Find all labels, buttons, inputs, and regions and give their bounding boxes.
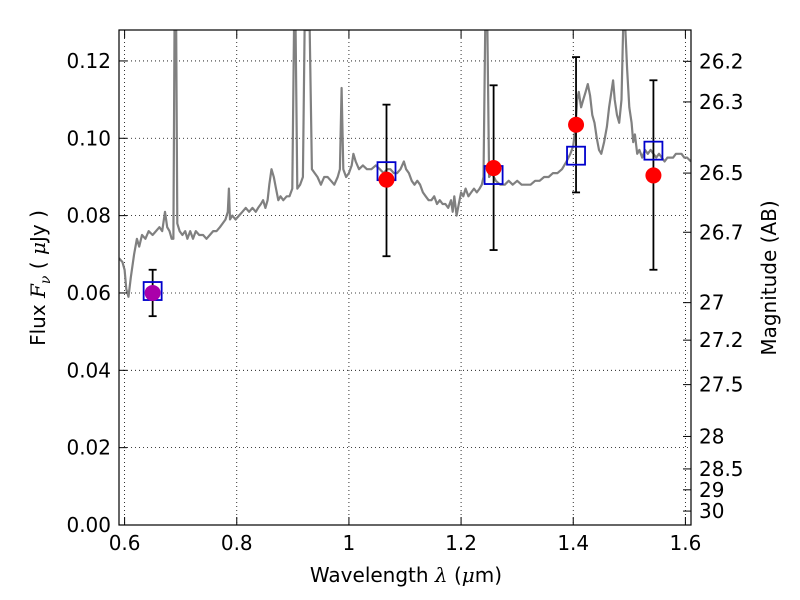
magnitude-tick-label: 26.5 xyxy=(699,161,744,185)
x-tick-label: 1.6 xyxy=(669,531,701,555)
photometry-points xyxy=(142,56,664,318)
magnitude-tick-label: 26.7 xyxy=(699,220,744,244)
magnitude-tick-label: 30 xyxy=(699,499,724,523)
magnitude-tick-label: 28.5 xyxy=(699,457,744,481)
spectrum-line xyxy=(119,30,691,298)
magnitude-tick-label: 27.5 xyxy=(699,373,744,397)
observed-photometry-point xyxy=(485,160,502,177)
x-tick-label: 0.6 xyxy=(109,531,141,555)
magnitude-tick-label: 29 xyxy=(699,478,724,502)
observed-photometry-point xyxy=(378,171,395,188)
magnitude-tick-label: 27.2 xyxy=(699,328,744,352)
y-tick-label: 0.02 xyxy=(66,436,111,460)
magnitude-tick-label: 26.3 xyxy=(699,90,744,114)
y-tick-label: 0.04 xyxy=(66,358,111,382)
model-photometry-square xyxy=(643,140,664,161)
model-spectrum xyxy=(119,30,691,298)
x-tick-label: 1 xyxy=(343,531,356,555)
magnitude-tick-label: 28 xyxy=(699,424,724,448)
x-tick-label: 1.2 xyxy=(445,531,477,555)
observed-photometry-point xyxy=(645,167,662,184)
y-tick-label: 0.00 xyxy=(66,513,111,537)
y-tick-label: 0.12 xyxy=(66,49,111,73)
plot-frame xyxy=(118,29,692,526)
observed-photometry-point xyxy=(568,116,585,133)
magnitude-tick-label: 26.2 xyxy=(699,49,744,73)
y-axis-label-right: Magnitude (AB) xyxy=(757,200,781,355)
observed-photometry-point xyxy=(144,284,161,301)
y-tick-label: 0.08 xyxy=(66,204,111,228)
x-tick-label: 0.8 xyxy=(221,531,253,555)
x-tick-label: 1.4 xyxy=(557,531,589,555)
y-tick-label: 0.10 xyxy=(66,126,111,150)
x-axis-label: Wavelength λ (μm) xyxy=(310,563,502,587)
axis-ticks: 0.6 0.8 1 1.2 1.4 1.6 0.00 0.02 0.04 0.06 0.08 0.10… xyxy=(66,30,744,555)
y-tick-label: 0.06 xyxy=(66,281,111,305)
model-photometry-square xyxy=(566,145,586,166)
magnitude-tick-label: 27 xyxy=(699,291,724,315)
